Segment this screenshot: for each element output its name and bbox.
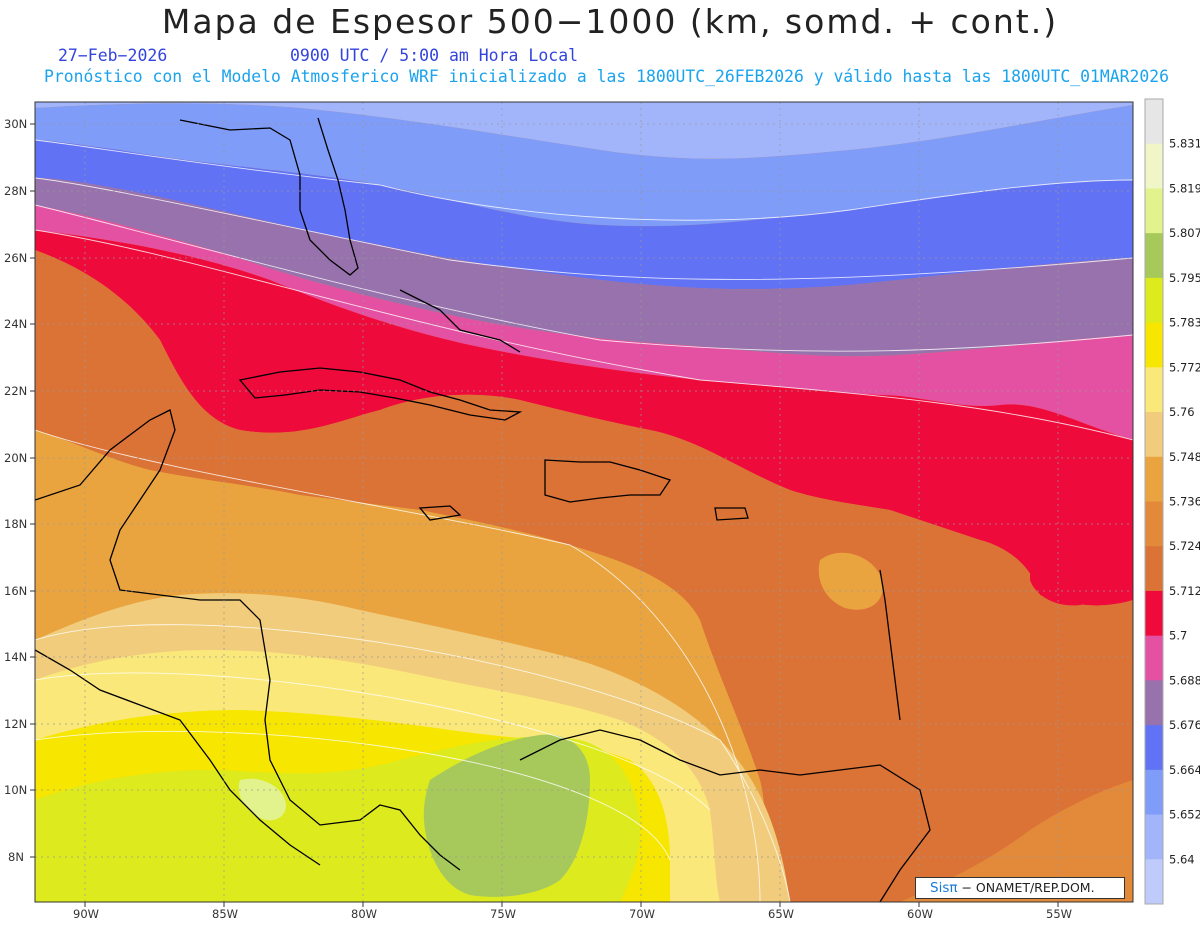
legend-swatch [1145, 99, 1163, 145]
legend-label: 5.736 [1169, 495, 1200, 509]
lat-label: 12N [4, 717, 27, 731]
bahamas-coast [399, 289, 521, 353]
lat-label: 22N [4, 384, 27, 398]
lon-label: 65W [768, 907, 794, 921]
model-info: Pronóstico con el Modelo Atmosferico WRF… [44, 67, 1169, 86]
legend-swatch [1145, 859, 1163, 905]
legend-label: 5.795 [1169, 271, 1200, 285]
legend-swatch [1145, 456, 1163, 502]
credit-text: − ONAMET/REP.DOM. [961, 880, 1095, 895]
lon-label: 75W [490, 907, 516, 921]
legend-swatch [1145, 277, 1163, 324]
hispaniola-coast [544, 459, 672, 503]
legend-frame [1144, 98, 1164, 905]
legend-label: 5.76 [1169, 405, 1195, 419]
lon-label: 80W [351, 907, 377, 921]
lon-label: 70W [629, 907, 655, 921]
legend-swatch [1145, 546, 1163, 592]
legend-swatch [1145, 635, 1163, 681]
lon-axis: 90W 85W 80W 75W 70W 65W 60W 55W [73, 907, 1072, 921]
legend-swatch [1145, 501, 1163, 547]
puerto-rico-coast [714, 507, 749, 521]
legend-label: 5.819 [1169, 181, 1200, 195]
lon-label: 85W [212, 907, 238, 921]
legend-swatch [1145, 769, 1163, 816]
legend-swatch [1145, 233, 1163, 279]
legend-label: 5.831 [1169, 137, 1200, 151]
jamaica-coast [418, 505, 462, 521]
lat-ticks [30, 123, 35, 858]
contour-5652 [35, 102, 1133, 159]
lat-label: 16N [4, 584, 27, 598]
legend-label: 5.688 [1169, 673, 1200, 687]
legend-swatch [1145, 680, 1163, 726]
forecast-date: 27−Feb−2026 [58, 46, 168, 65]
contour-5700 [35, 205, 1133, 440]
lon-ticks [84, 902, 1059, 907]
legend-swatch [1145, 367, 1163, 413]
lat-label: 8N [8, 850, 24, 864]
credit-brand: Sisπ [930, 880, 958, 896]
coastlines [35, 117, 931, 902]
legend-label: 5.712 [1169, 584, 1200, 598]
grid [35, 102, 1133, 902]
florida-coast [179, 117, 359, 276]
legend-label: 5.748 [1169, 450, 1200, 464]
central-america-coast [35, 409, 461, 871]
legend-swatch [1145, 412, 1163, 458]
lat-label: 30N [4, 117, 27, 131]
legend-label: 5.772 [1169, 360, 1200, 374]
contour-5712-patch [1030, 554, 1114, 606]
lat-axis: 30N 28N 26N 24N 22N 20N 18N 16N 14N 12N … [4, 117, 27, 864]
contour-fill [35, 102, 1133, 902]
map-title: Mapa de Espesor 500−1000 (km, somd. + co… [161, 2, 1059, 41]
lon-label: 55W [1046, 907, 1072, 921]
contour-5712 [35, 230, 1133, 606]
legend-label: 5.676 [1169, 718, 1200, 732]
contour-5736-patch [818, 552, 883, 610]
lat-label: 14N [4, 650, 27, 664]
legend-label: 5.724 [1169, 539, 1200, 553]
legend-swatch [1145, 322, 1163, 368]
lat-label: 24N [4, 317, 27, 331]
legend-label: 5.7 [1169, 629, 1187, 643]
credit-box: Sisπ − ONAMET/REP.DOM. [915, 877, 1125, 899]
lon-label: 90W [73, 907, 99, 921]
lon-label: 60W [907, 907, 933, 921]
color-legend: 5.831 5.819 5.807 5.795 5.783 5.772 5.76 5.748 5… [1144, 98, 1200, 905]
lat-label: 26N [4, 251, 27, 265]
contour-5795 [423, 734, 590, 897]
legend-label: 5.807 [1169, 226, 1200, 240]
lesser-antilles-coast [879, 569, 901, 721]
contour-5724 [35, 250, 1133, 902]
contour-5676 [35, 140, 1133, 290]
plot-frame [34, 101, 1134, 903]
contour-lines [35, 139, 1133, 902]
legend-label: 5.652 [1169, 808, 1200, 822]
legend-swatch [1145, 725, 1163, 771]
lat-label: 28N [4, 184, 27, 198]
cuba-coast [238, 367, 523, 421]
south-america-coast [519, 729, 931, 902]
contour-5688 [35, 178, 1133, 357]
legend-label: 5.783 [1169, 316, 1200, 330]
legend-label: 5.664 [1169, 763, 1200, 777]
legend-swatch [1145, 188, 1163, 234]
lat-label: 20N [4, 451, 27, 465]
legend-swatch [1145, 143, 1163, 189]
legend-label: 5.64 [1169, 852, 1195, 866]
contour-5664 [35, 103, 1133, 227]
legend-swatch [1145, 590, 1163, 637]
forecast-time: 0900 UTC / 5:00 am Hora Local [290, 46, 579, 65]
lat-label: 18N [4, 517, 27, 531]
legend-swatch [1145, 814, 1163, 860]
lat-label: 10N [4, 783, 27, 797]
